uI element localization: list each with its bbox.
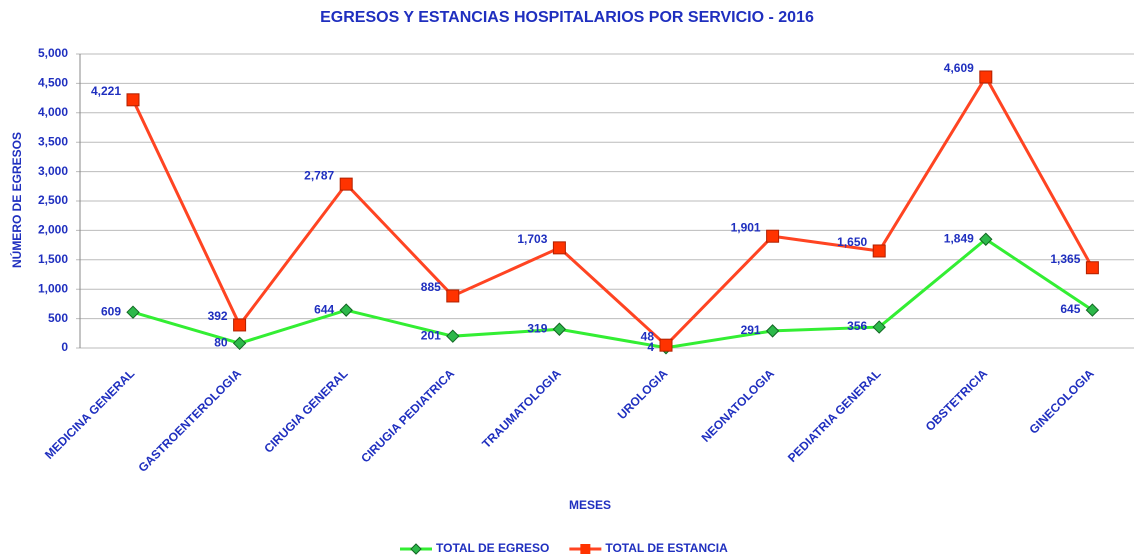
marker: [232, 336, 247, 351]
x-tick-label: MEDICINA GENERAL: [42, 366, 137, 461]
data-label: 1,849: [944, 231, 974, 245]
x-tick-label: NEONATOLOGIA: [699, 366, 778, 445]
marker: [233, 318, 247, 332]
marker: [1085, 261, 1099, 275]
data-label: 4,221: [91, 84, 121, 98]
series-line: [132, 237, 1094, 350]
data-label: 80: [214, 335, 228, 349]
x-tick-label: GASTROENTEROLOGIA: [136, 366, 245, 475]
x-tick-label: PEDIATRIA GENERAL: [785, 366, 884, 465]
data-label: 644: [314, 302, 334, 316]
legend-label: TOTAL DE ESTANCIA: [605, 541, 728, 555]
marker: [872, 244, 886, 258]
x-tick-label: OBSTETRICIA: [923, 366, 991, 434]
y-tick-label: 1,000: [38, 281, 68, 295]
y-tick-label: 2,500: [38, 193, 68, 207]
x-tick-label: CIRUGIA GENERAL: [261, 366, 350, 455]
data-label: 392: [208, 309, 228, 323]
data-label: 201: [421, 328, 441, 342]
marker: [979, 70, 993, 84]
data-label: 645: [1060, 302, 1080, 316]
data-label: 1,703: [517, 232, 547, 246]
data-label: 1,901: [731, 220, 761, 234]
data-label: 1,650: [837, 235, 867, 249]
legend-label: TOTAL DE EGRESO: [436, 541, 549, 555]
marker: [339, 303, 353, 317]
legend-marker: [580, 544, 591, 554]
marker: [126, 305, 140, 319]
x-tick-label: CIRUGIA PEDIATRICA: [358, 366, 457, 465]
y-tick-label: 500: [48, 311, 68, 325]
marker: [872, 320, 886, 334]
marker: [446, 289, 460, 303]
y-tick-label: 4,500: [38, 76, 68, 90]
marker: [766, 229, 780, 243]
data-label: 1,365: [1050, 252, 1080, 266]
marker: [765, 324, 780, 338]
data-label: 356: [847, 319, 867, 333]
data-label: 48: [641, 329, 655, 343]
y-tick-label: 3,000: [38, 164, 68, 178]
legend-marker: [410, 543, 422, 555]
series-line: [131, 74, 1094, 348]
marker: [446, 329, 460, 343]
y-tick-label: 3,500: [38, 134, 68, 148]
x-tick-label: GINECOLOGIA: [1027, 366, 1097, 436]
data-label: 291: [741, 323, 761, 337]
x-tick-label: TRAUMATOLOGIA: [479, 366, 564, 451]
y-tick-label: 4,000: [38, 105, 68, 119]
marker: [552, 322, 567, 336]
x-axis-label: MESES: [569, 498, 611, 512]
y-axis-label: NÚMERO DE EGRESOS: [9, 132, 24, 268]
x-tick-label: UROLOGIA: [615, 366, 671, 422]
data-label: 4: [647, 340, 654, 354]
data-label: 4,609: [944, 61, 974, 75]
y-tick-label: 1,500: [38, 252, 68, 266]
marker: [339, 177, 353, 191]
y-tick-label: 5,000: [38, 46, 68, 60]
chart-title: EGRESOS Y ESTANCIAS HOSPITALARIOS POR SE…: [320, 9, 814, 26]
marker: [1085, 303, 1100, 317]
y-tick-label: 0: [61, 340, 68, 354]
data-label: 319: [527, 321, 547, 335]
data-label: 2,787: [304, 168, 334, 182]
marker: [126, 93, 140, 107]
data-label: 885: [421, 280, 441, 294]
data-label: 609: [101, 304, 121, 318]
y-tick-label: 2,000: [38, 223, 68, 237]
marker: [552, 241, 566, 255]
marker: [659, 338, 673, 352]
marker: [979, 232, 993, 246]
